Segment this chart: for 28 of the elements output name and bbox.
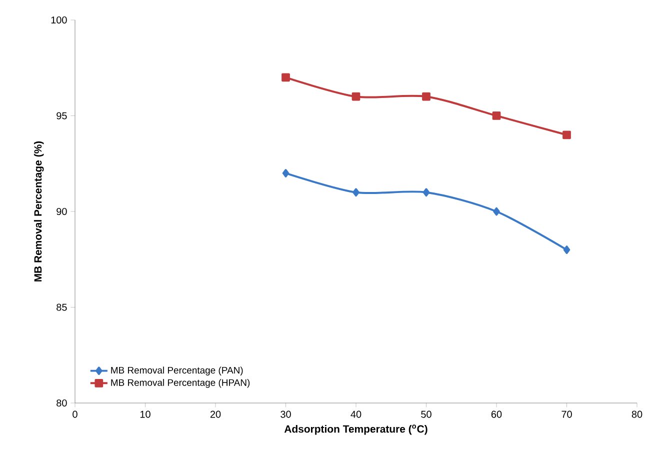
x-tick-label: 30	[280, 410, 291, 418]
x-tick-label: 80	[632, 410, 642, 418]
point	[352, 92, 360, 101]
x-tick-label: 50	[421, 410, 432, 418]
y-tick-label: 80	[56, 399, 67, 407]
point	[422, 188, 430, 197]
x-tick-label: 60	[491, 410, 502, 418]
point	[282, 73, 290, 82]
point	[352, 188, 360, 197]
y-tick-label: 95	[56, 112, 67, 120]
x-axis-title: Adsorption Temperature ($^{o}$C)	[284, 424, 428, 435]
legend-label: MB Removal Percentage (PAN)	[111, 366, 243, 376]
point	[563, 246, 570, 254]
point	[562, 130, 571, 140]
x-tick-label: 10	[140, 410, 150, 418]
point	[282, 169, 290, 178]
legend-label: MB Removal Percentage (HPAN)	[111, 378, 250, 388]
y-axis-title: MB Removal Percentage (%)	[34, 141, 44, 282]
point	[493, 207, 500, 216]
x-tick-label: 20	[210, 410, 221, 418]
point	[492, 112, 501, 120]
y-tick-label: 100	[51, 16, 67, 24]
point	[422, 92, 430, 101]
x-tick-label: 70	[562, 410, 572, 418]
y-tick-label: 90	[56, 208, 67, 216]
x-tick-label: 0	[72, 410, 78, 418]
y-tick-label: 85	[56, 304, 67, 311]
x-tick-label: 40	[350, 410, 362, 418]
